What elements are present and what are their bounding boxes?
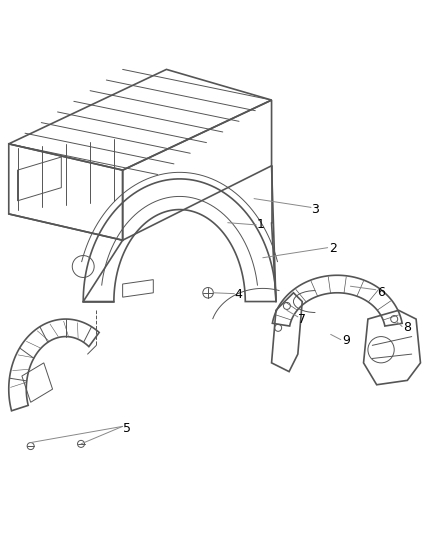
- Text: 7: 7: [298, 312, 306, 326]
- Text: 1: 1: [257, 219, 265, 231]
- Text: 6: 6: [377, 286, 385, 300]
- Text: 8: 8: [403, 321, 411, 334]
- Text: 9: 9: [342, 335, 350, 348]
- Text: 2: 2: [329, 243, 337, 255]
- Text: 4: 4: [235, 288, 243, 302]
- Text: 3: 3: [311, 203, 319, 216]
- Text: 5: 5: [123, 422, 131, 435]
